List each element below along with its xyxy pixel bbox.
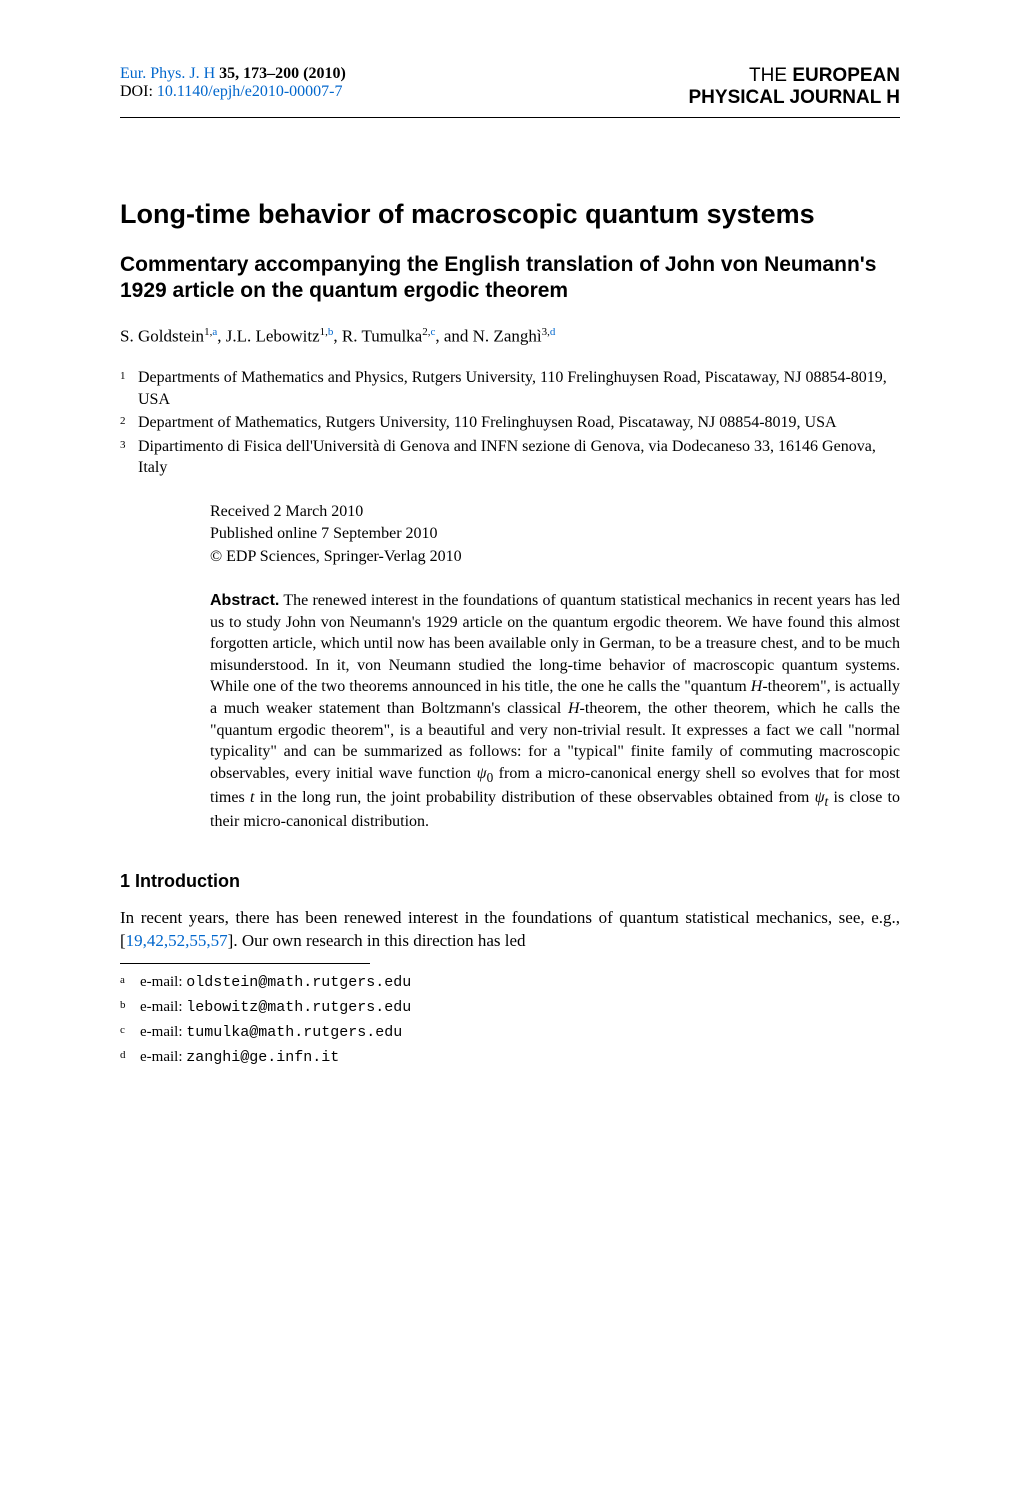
journal-name-the: THE xyxy=(749,65,792,86)
author-2-affil: 1 xyxy=(320,326,326,338)
author-4-note-link[interactable]: d xyxy=(550,326,556,338)
abstract: Abstract. The renewed interest in the fo… xyxy=(210,590,900,833)
affiliation-num: 1 xyxy=(120,367,138,410)
footnote-text: e-mail: zanghi@ge.infn.it xyxy=(140,1045,900,1070)
affiliations: 1 Departments of Mathematics and Physics… xyxy=(120,367,900,479)
journal-link[interactable]: Eur. Phys. J. H xyxy=(120,65,215,82)
author-1: S. Goldstein xyxy=(120,327,204,346)
published-date: Published online 7 September 2010 xyxy=(210,523,900,545)
section-1-para-1: In recent years, there has been renewed … xyxy=(120,907,900,953)
affiliation-num: 3 xyxy=(120,436,138,479)
volume-pages-text: 35, 173–200 (2010) xyxy=(219,65,346,82)
affiliation-row: 2 Department of Mathematics, Rutgers Uni… xyxy=(120,412,900,434)
header-right: THE EUROPEAN PHYSICAL JOURNAL H xyxy=(689,65,901,109)
footnote-email[interactable]: oldstein@math.rutgers.edu xyxy=(186,974,411,991)
author-4-affil: 3 xyxy=(542,326,548,338)
author-1-affil: 1 xyxy=(204,326,210,338)
footnote-prefix: e-mail: xyxy=(140,1024,186,1040)
article-subtitle: Commentary accompanying the English tran… xyxy=(120,252,900,305)
citation-link[interactable]: 19,42,52,55,57 xyxy=(126,931,228,950)
footnote-email[interactable]: tumulka@math.rutgers.edu xyxy=(186,1024,402,1041)
affiliation-row: 3 Dipartimento di Fisica dell'Università… xyxy=(120,436,900,479)
copyright-line: © EDP Sciences, Springer-Verlag 2010 xyxy=(210,546,900,568)
author-4: N. Zanghì xyxy=(473,327,542,346)
footnote-text: e-mail: tumulka@math.rutgers.edu xyxy=(140,1020,900,1045)
received-block: Received 2 March 2010 Published online 7… xyxy=(210,501,900,568)
affiliation-text: Departments of Mathematics and Physics, … xyxy=(138,367,900,410)
footnote-text: e-mail: oldstein@math.rutgers.edu xyxy=(140,970,900,995)
journal-name-line1: THE EUROPEAN xyxy=(689,65,901,87)
authors-line: S. Goldstein1,a, J.L. Lebowitz1,b, R. Tu… xyxy=(120,326,900,347)
journal-name-line2: PHYSICAL JOURNAL H xyxy=(689,87,901,109)
footnote-prefix: e-mail: xyxy=(140,974,186,990)
affiliation-text: Dipartimento di Fisica dell'Università d… xyxy=(138,436,900,479)
abstract-label: Abstract. xyxy=(210,592,279,609)
section-1-heading: 1 Introduction xyxy=(120,871,900,892)
author-sep-2: , xyxy=(333,327,342,346)
volume-pages: 35, 173–200 (2010) xyxy=(219,65,346,82)
footnote-row: c e-mail: tumulka@math.rutgers.edu xyxy=(120,1020,900,1045)
footnote-row: a e-mail: oldstein@math.rutgers.edu xyxy=(120,970,900,995)
footnote-email[interactable]: lebowitz@math.rutgers.edu xyxy=(186,999,411,1016)
footnote-label: c xyxy=(120,1020,140,1045)
author-sep-1: , xyxy=(217,327,226,346)
affiliation-row: 1 Departments of Mathematics and Physics… xyxy=(120,367,900,410)
journal-name-european: EUROPEAN xyxy=(792,65,900,86)
footnote-prefix: e-mail: xyxy=(140,1049,186,1065)
footnote-rule xyxy=(120,963,370,964)
para-text-post: ]. Our own research in this direction ha… xyxy=(228,931,526,950)
affiliation-num: 2 xyxy=(120,412,138,434)
header-rule xyxy=(120,117,900,118)
footnote-email[interactable]: zanghi@ge.infn.it xyxy=(186,1049,339,1066)
article-title: Long-time behavior of macroscopic quantu… xyxy=(120,198,900,232)
doi-link[interactable]: 10.1140/epjh/e2010-00007-7 xyxy=(157,83,343,100)
footnote-row: b e-mail: lebowitz@math.rutgers.edu xyxy=(120,995,900,1020)
author-2: J.L. Lebowitz xyxy=(226,327,320,346)
footnotes: a e-mail: oldstein@math.rutgers.edu b e-… xyxy=(120,970,900,1070)
page-header: Eur. Phys. J. H 35, 173–200 (2010) DOI: … xyxy=(120,65,900,109)
footnote-label: b xyxy=(120,995,140,1020)
abstract-text: The renewed interest in the foundations … xyxy=(210,592,900,830)
doi-prefix: DOI: xyxy=(120,83,157,100)
author-3-affil: 2 xyxy=(422,326,428,338)
footnote-prefix: e-mail: xyxy=(140,999,186,1015)
footnote-label: a xyxy=(120,970,140,995)
footnote-label: d xyxy=(120,1045,140,1070)
footnote-text: e-mail: lebowitz@math.rutgers.edu xyxy=(140,995,900,1020)
affiliation-text: Department of Mathematics, Rutgers Unive… xyxy=(138,412,900,434)
author-sep-3: , and xyxy=(435,327,472,346)
footnote-row: d e-mail: zanghi@ge.infn.it xyxy=(120,1045,900,1070)
author-3: R. Tumulka xyxy=(342,327,422,346)
header-left: Eur. Phys. J. H 35, 173–200 (2010) DOI: … xyxy=(120,65,346,101)
received-date: Received 2 March 2010 xyxy=(210,501,900,523)
